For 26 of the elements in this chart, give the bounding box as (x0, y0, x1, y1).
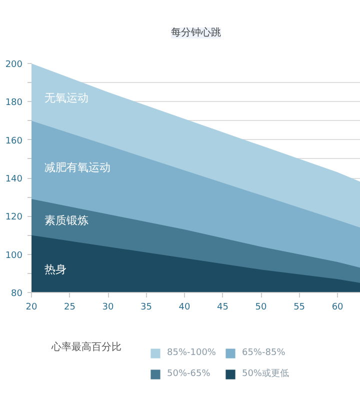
x-tick-label: 50 (255, 302, 268, 312)
annotation: 减肥有氧运动 (44, 161, 111, 174)
legend-label: 65%-85% (242, 347, 286, 359)
x-tick-label: 60 (332, 302, 344, 312)
legend-title: 心率最高百分比 (50, 341, 122, 353)
chart-title: 每分钟心跳 (171, 26, 221, 38)
x-tick-label: 40 (178, 302, 191, 312)
y-tick-label: 120 (5, 212, 23, 223)
annotation: 无氧运动 (44, 91, 89, 104)
y-tick-label: 200 (5, 60, 23, 70)
x-tick-label: 30 (102, 302, 114, 312)
legend-label: 85%-100% (167, 347, 216, 359)
y-tick-label: 80 (11, 289, 23, 299)
legend-label: 50%-65% (167, 368, 210, 380)
legend-label: 50%或更低 (242, 368, 289, 380)
y-tick-label: 100 (5, 250, 23, 261)
annotation: 素质锻炼 (44, 214, 89, 228)
y-tick-label: 180 (5, 98, 23, 108)
x-tick-label: 20 (26, 302, 38, 312)
x-tick-label: 55 (294, 302, 306, 312)
annotation: 热身 (44, 263, 67, 276)
y-tick-label: 140 (5, 174, 23, 184)
x-tick-label: 45 (217, 302, 229, 312)
x-tick-label: 25 (64, 302, 76, 312)
y-tick-label: 160 (5, 136, 23, 146)
x-tick-label: 35 (140, 302, 152, 312)
